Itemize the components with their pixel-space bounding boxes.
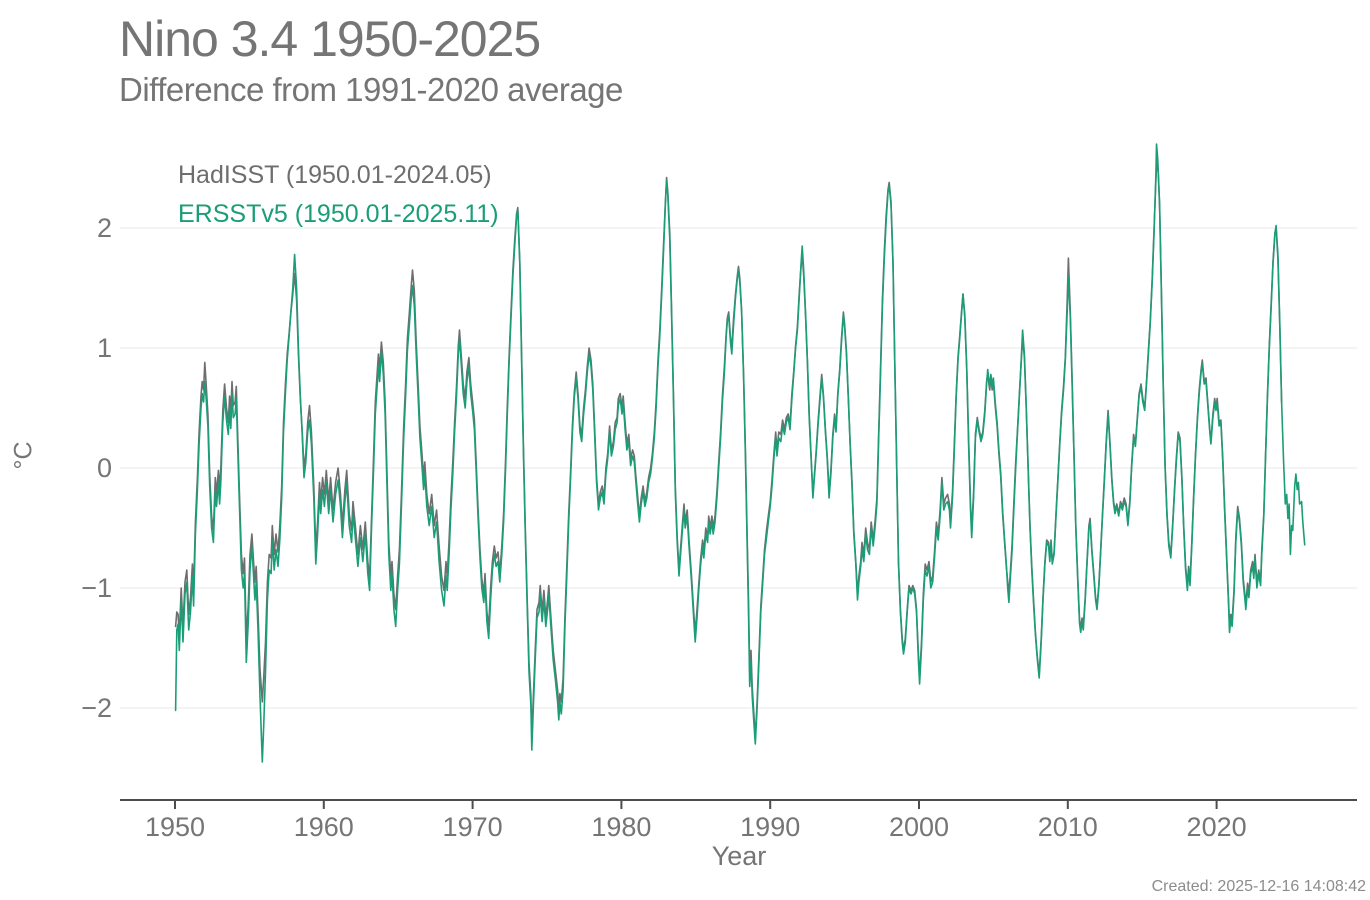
x-tick-label: 2000 <box>889 812 949 842</box>
legend-item-ersstv5: ERSSTv5 (1950.01-2025.11) <box>178 200 499 228</box>
y-tick-label: 1 <box>97 333 112 363</box>
page-subtitle: Difference from 1991-2020 average <box>119 71 623 108</box>
y-tick-label: 0 <box>97 453 112 483</box>
ersstv5-line <box>174 143 1306 763</box>
x-tick-label: 2020 <box>1187 812 1247 842</box>
x-tick-label: 1970 <box>443 812 503 842</box>
x-tick-label: 1980 <box>591 812 651 842</box>
x-tick-label: 1990 <box>740 812 800 842</box>
x-axis-title: Year <box>711 841 767 871</box>
y-tick-label: 2 <box>97 213 112 243</box>
legend: HadISST (1950.01-2024.05) ERSSTv5 (1950.… <box>178 156 499 234</box>
created-timestamp: Created: 2025-12-16 14:08:42 <box>1151 878 1366 895</box>
legend-item-hadisst: HadISST (1950.01-2024.05) <box>178 161 492 189</box>
y-axis-title: °C <box>9 441 38 470</box>
hadisst-line <box>174 155 1283 739</box>
x-tick-label: 1950 <box>145 812 205 842</box>
x-tick-label: 2010 <box>1038 812 1098 842</box>
y-tick-label: −2 <box>81 693 112 723</box>
y-tick-label: −1 <box>81 573 112 603</box>
x-tick-label: 1960 <box>294 812 354 842</box>
page-title: Nino 3.4 1950-2025 <box>119 11 541 67</box>
